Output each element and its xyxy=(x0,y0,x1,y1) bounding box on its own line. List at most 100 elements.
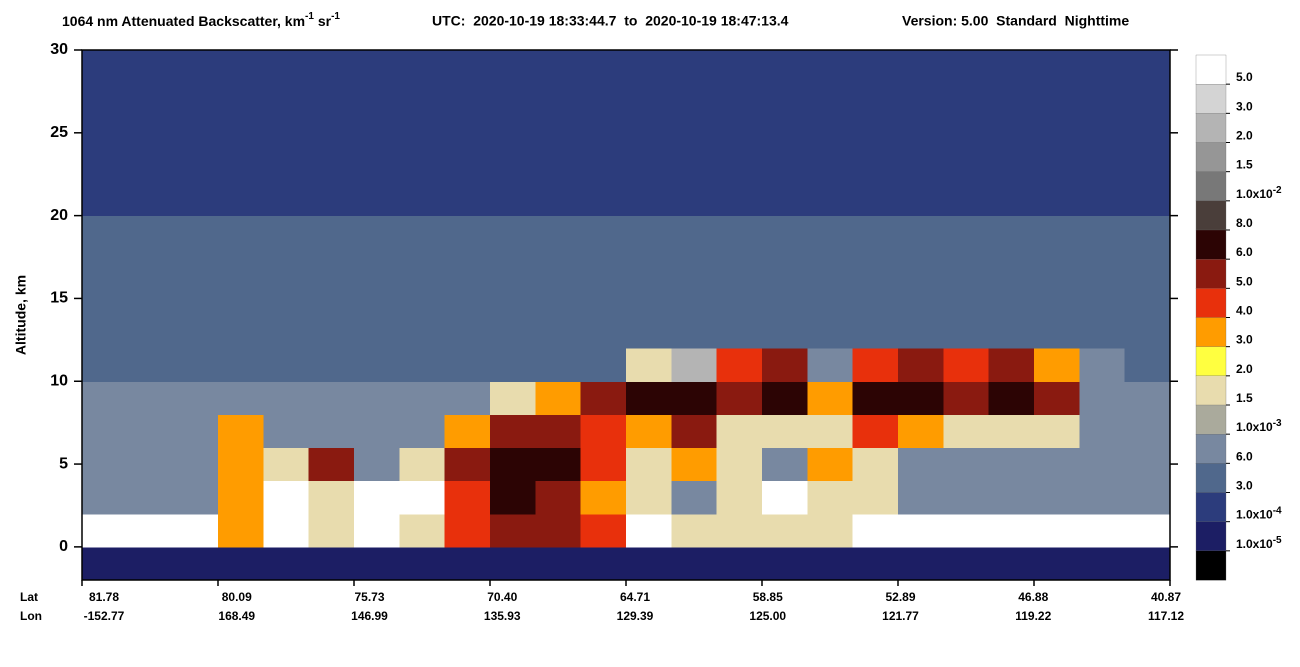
colorbar-label-exp: -2 xyxy=(1273,184,1282,195)
heatmap-cell xyxy=(444,546,491,581)
heatmap-cell xyxy=(172,281,219,316)
heatmap-cell xyxy=(1079,50,1126,84)
heatmap-cell xyxy=(263,348,310,382)
heatmap-cell xyxy=(444,513,491,548)
heatmap-cell xyxy=(490,149,536,183)
heatmap-cell xyxy=(1079,116,1126,150)
heatmap-cell xyxy=(1034,546,1080,581)
x-tick-label: 64.71 xyxy=(620,590,650,604)
heatmap-cell xyxy=(263,513,310,548)
heatmap-cell xyxy=(898,447,944,482)
heatmap-cell xyxy=(399,50,446,84)
heatmap-cell xyxy=(490,248,536,283)
heatmap-cell xyxy=(671,116,718,150)
heatmap-cell xyxy=(898,546,944,581)
heatmap-cell xyxy=(716,50,763,84)
heatmap-cell xyxy=(1079,83,1126,117)
heatmap-cell xyxy=(172,315,219,349)
heatmap-cell xyxy=(354,248,400,283)
heatmap-cell xyxy=(943,50,990,84)
heatmap-cell xyxy=(716,513,763,548)
heatmap-cell xyxy=(1124,248,1171,283)
heatmap-cell xyxy=(671,248,718,283)
heatmap-cell xyxy=(444,348,491,382)
heatmap-cell xyxy=(762,83,808,117)
heatmap-cell xyxy=(671,546,718,581)
colorbar-label: 1.5 xyxy=(1236,391,1253,405)
heatmap-cell xyxy=(444,50,491,84)
heatmap-cell xyxy=(716,116,763,150)
heatmap-cell xyxy=(535,182,582,217)
heatmap-cell xyxy=(444,182,491,217)
heatmap-cell xyxy=(1034,248,1080,283)
heatmap-cell xyxy=(807,182,854,217)
colorbar-label-exp: -5 xyxy=(1273,534,1282,545)
heatmap-cell xyxy=(172,414,219,448)
heatmap-cell xyxy=(354,414,400,448)
heatmap-cell xyxy=(626,149,672,183)
heatmap-cell xyxy=(82,348,128,382)
heatmap-cell xyxy=(308,513,355,548)
colorbar-swatch xyxy=(1195,259,1227,289)
x-tick-label: 58.85 xyxy=(753,590,783,604)
heatmap-cell xyxy=(399,83,446,117)
colorbar-swatch xyxy=(1195,521,1227,552)
heatmap-cell xyxy=(943,248,990,283)
heatmap-cell xyxy=(535,414,582,448)
heatmap-cell xyxy=(218,348,264,382)
heatmap-cell xyxy=(1124,281,1171,316)
heatmap-cell xyxy=(988,513,1035,548)
heatmap-cell xyxy=(218,315,264,349)
heatmap-cell xyxy=(263,447,310,482)
heatmap-cell xyxy=(852,447,899,482)
colorbar-label: 5.0 xyxy=(1236,70,1253,84)
heatmap-cell xyxy=(943,447,990,482)
heatmap-cell xyxy=(898,215,944,250)
colorbar-swatch xyxy=(1195,463,1227,493)
colorbar-label: 3.0 xyxy=(1236,479,1253,493)
heatmap-cell xyxy=(308,50,355,84)
heatmap-cell xyxy=(399,116,446,150)
heatmap-cell xyxy=(490,182,536,217)
heatmap-cell xyxy=(898,149,944,183)
heatmap-cell xyxy=(490,315,536,349)
heatmap-cell xyxy=(626,83,672,117)
x-tick-label: 46.88 xyxy=(1018,590,1048,604)
heatmap-cell xyxy=(898,83,944,117)
heatmap-cell xyxy=(127,546,174,581)
heatmap-cell xyxy=(82,281,128,316)
heatmap-cell xyxy=(399,182,446,217)
heatmap-cell xyxy=(807,248,854,283)
heatmap-cell xyxy=(1124,381,1171,415)
colorbar-label-text: 3.0 xyxy=(1236,333,1253,347)
heatmap-cell xyxy=(762,149,808,183)
colorbar-label-text: 5.0 xyxy=(1236,275,1253,289)
heatmap-cell xyxy=(671,83,718,117)
heatmap-cell xyxy=(988,281,1035,316)
heatmap-cell xyxy=(1079,182,1126,217)
heatmap-cell xyxy=(172,348,219,382)
heatmap-cell xyxy=(172,50,219,84)
heatmap-cell xyxy=(444,83,491,117)
colorbar-swatch xyxy=(1195,200,1227,231)
heatmap-cell xyxy=(354,513,400,548)
heatmap-cell xyxy=(263,248,310,283)
heatmap-cell xyxy=(535,480,582,515)
heatmap-cell xyxy=(852,83,899,117)
heatmap-cell xyxy=(580,182,627,217)
heatmap-cell xyxy=(263,50,310,84)
colorbar-label-text: 1.0x10 xyxy=(1236,537,1273,551)
heatmap-cell xyxy=(354,215,400,250)
y-tick-label: 15 xyxy=(50,290,68,307)
heatmap-cell xyxy=(1124,348,1171,382)
heatmap-cell xyxy=(852,215,899,250)
heatmap-cell xyxy=(898,116,944,150)
heatmap-cell xyxy=(399,414,446,448)
heatmap-cell xyxy=(490,414,536,448)
heatmap-cell xyxy=(218,50,264,84)
heatmap-cell xyxy=(263,480,310,515)
heatmap-cell xyxy=(308,281,355,316)
heatmap-cell xyxy=(444,480,491,515)
heatmap-cell xyxy=(82,381,128,415)
